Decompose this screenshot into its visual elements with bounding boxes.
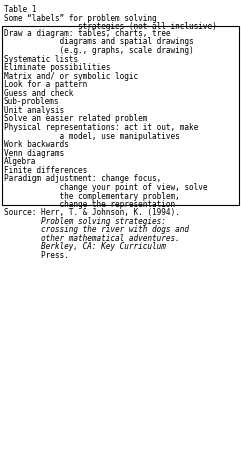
Text: Some “labels” for problem solving: Some “labels” for problem solving	[4, 13, 157, 22]
Text: Problem solving strategies:: Problem solving strategies:	[4, 216, 166, 225]
Text: Finite differences: Finite differences	[4, 166, 87, 174]
Text: strategies (not all inclusive): strategies (not all inclusive)	[4, 22, 217, 31]
Text: Solve an easier related problem: Solve an easier related problem	[4, 114, 147, 123]
Text: (e.g., graphs, scale drawing): (e.g., graphs, scale drawing)	[4, 46, 194, 55]
Text: Eliminate possibilities: Eliminate possibilities	[4, 63, 110, 72]
Text: Paradigm adjustment: change focus,: Paradigm adjustment: change focus,	[4, 174, 161, 183]
Text: Venn diagrams: Venn diagrams	[4, 148, 64, 157]
Text: Matrix and/ or symbolic logic: Matrix and/ or symbolic logic	[4, 72, 138, 80]
Text: Table 1: Table 1	[4, 5, 36, 14]
Bar	[2, 27, 239, 205]
Text: Systematic lists: Systematic lists	[4, 55, 78, 63]
Text: other mathematical adventures.: other mathematical adventures.	[4, 233, 180, 242]
Text: crossing the river with dogs and: crossing the river with dogs and	[4, 225, 189, 234]
Text: change the representation: change the representation	[4, 200, 175, 209]
Text: Press.: Press.	[4, 251, 69, 259]
Text: diagrams and spatial drawings: diagrams and spatial drawings	[4, 37, 194, 46]
Text: Physical representations: act it out, make: Physical representations: act it out, ma…	[4, 123, 198, 132]
Text: Look for a pattern: Look for a pattern	[4, 80, 87, 89]
Text: Algebra: Algebra	[4, 157, 36, 166]
Text: Unit analysis: Unit analysis	[4, 106, 64, 115]
Text: Berkley, CA: Key Curriculum: Berkley, CA: Key Curriculum	[4, 242, 166, 251]
Text: change your point of view, solve: change your point of view, solve	[4, 183, 208, 191]
Text: Guess and check: Guess and check	[4, 89, 73, 98]
Text: Draw a diagram: tables, charts, tree: Draw a diagram: tables, charts, tree	[4, 29, 170, 38]
Text: a model, use manipulatives: a model, use manipulatives	[4, 131, 180, 140]
Text: the complementary problem,: the complementary problem,	[4, 191, 180, 200]
Text: Source: Herr, T. & Johnson, K. (1994).: Source: Herr, T. & Johnson, K. (1994).	[4, 208, 180, 217]
Text: Work backwards: Work backwards	[4, 140, 69, 149]
Text: Sub-problems: Sub-problems	[4, 97, 60, 106]
